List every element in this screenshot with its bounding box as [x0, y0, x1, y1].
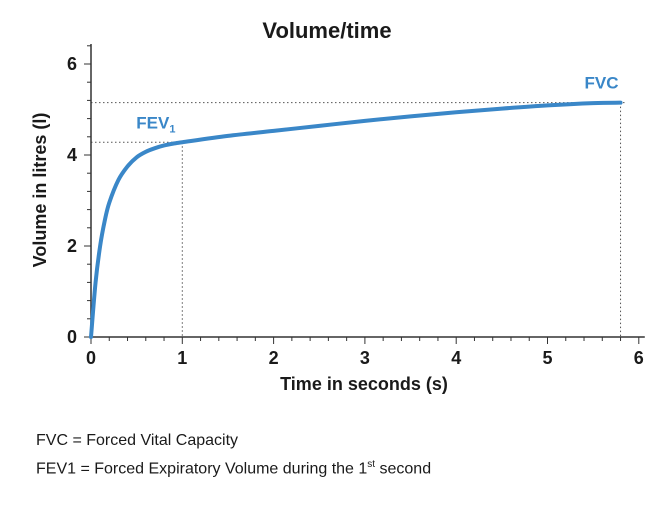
footnote-fev1-suffix: second [375, 460, 432, 478]
series-group [89, 100, 623, 339]
x-tick-label: 4 [451, 348, 461, 368]
annotations: FEV1 FVC [136, 74, 618, 136]
y-tick-label: 2 [67, 236, 77, 256]
x-tick-label: 2 [269, 348, 279, 368]
x-tick-label: 6 [634, 348, 644, 368]
x-tick-label: 3 [360, 348, 370, 368]
volume-curve [89, 100, 623, 339]
y-tick-label: 4 [67, 145, 77, 165]
y-axis-label: Volume in litres (l) [30, 113, 50, 268]
axes [90, 44, 645, 338]
reference-guides [91, 102, 625, 337]
x-tick-label: 5 [542, 348, 552, 368]
y-tick-label: 6 [67, 54, 77, 74]
footnote-fev1: FEV1 = Forced Expiratory Volume during t… [36, 453, 431, 481]
fev1-label: FEV1 [136, 113, 175, 135]
footnotes: FVC = Forced Vital Capacity FEV1 = Force… [36, 429, 431, 481]
y-tick-label: 0 [67, 327, 77, 347]
x-axis-label: Time in seconds (s) [280, 374, 448, 394]
axis-ticks: 0 1 2 3 4 5 6 0 2 4 6 [67, 45, 644, 368]
chart-title: Volume/time [262, 18, 391, 43]
x-tick-label: 1 [177, 348, 187, 368]
volume-time-chart: Volume/time 0 1 2 3 4 5 6 0 2 4 6 FEV1 FVC Time in … [30, 18, 645, 394]
fvc-label: FVC [585, 74, 619, 93]
footnote-fvc: FVC = Forced Vital Capacity [36, 432, 239, 449]
footnote-fev1-sup: st [367, 459, 376, 470]
footnote-fev1-text: FEV1 = Forced Expiratory Volume during t… [36, 460, 368, 478]
x-tick-label: 0 [86, 348, 96, 368]
